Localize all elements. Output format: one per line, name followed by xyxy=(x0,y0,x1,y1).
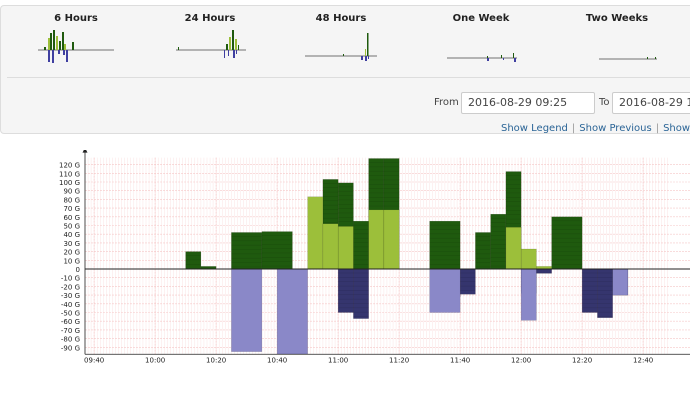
y-axis-arrow xyxy=(82,150,88,153)
preset-two-weeks[interactable]: Two Weeks xyxy=(557,12,677,63)
y-tick-label: 80 G xyxy=(63,196,80,204)
preset-6-hours[interactable]: 6 Hours xyxy=(16,12,136,63)
preset-48-hours-thumbnail xyxy=(305,33,377,61)
preset-48-hours[interactable]: 48 Hours xyxy=(281,12,401,63)
outbound-bar xyxy=(581,268,598,313)
graph-options-links: Show Legend|Show Previous|Show RRD xyxy=(501,123,690,134)
y-tick-label: -70 G xyxy=(61,327,80,335)
show-legend-link[interactable]: Show Legend xyxy=(501,123,568,134)
preset-one-week-label: One Week xyxy=(452,13,510,24)
to-date-input[interactable]: 2016-08-29 15 xyxy=(612,92,690,114)
link-separator: | xyxy=(571,123,576,134)
y-tick-label: 120 G xyxy=(59,162,80,170)
y-tick-label: 100 G xyxy=(59,179,80,187)
y-tick-label: -10 G xyxy=(61,275,80,283)
y-tick-label: -50 G xyxy=(61,310,80,318)
preset-24-hours-label: 24 Hours xyxy=(184,13,236,24)
x-tick-label: 12:40 xyxy=(633,356,653,364)
link-separator: | xyxy=(655,123,660,134)
outbound-avg-bar xyxy=(276,268,308,355)
y-tick-label: 20 G xyxy=(63,249,80,257)
y-tick-label: 30 G xyxy=(63,240,80,248)
preset-24-hours-thumbnail xyxy=(176,30,246,58)
preset-one-week-thumbnail xyxy=(447,53,517,62)
y-tick-label: -90 G xyxy=(61,344,80,352)
y-tick-label: -40 G xyxy=(61,301,80,309)
to-label: To xyxy=(599,97,610,108)
outbound-avg-bar xyxy=(429,268,461,313)
preset-6-hours-label: 6 Hours xyxy=(54,13,98,24)
from-date-input[interactable]: 2016-08-29 09:25 xyxy=(461,92,595,114)
preset-6-hours-thumbnail xyxy=(38,30,114,63)
inbound-avg-bar xyxy=(505,227,522,270)
outbound-avg-bar xyxy=(231,268,263,352)
inbound-avg-bar xyxy=(383,209,400,270)
preset-one-week[interactable]: One Week xyxy=(421,12,541,63)
y-tick-label: 10 G xyxy=(63,257,80,265)
x-tick-label: 12:00 xyxy=(511,356,531,364)
inbound-bar xyxy=(551,216,583,270)
preset-48-hours-label: 48 Hours xyxy=(315,13,367,24)
y-tick-label: 60 G xyxy=(63,214,80,222)
inbound-bar xyxy=(231,232,263,270)
y-tick-label: 70 G xyxy=(63,205,80,213)
x-tick-label: 11:00 xyxy=(328,356,348,364)
preset-two-weeks-thumbnail xyxy=(599,57,657,60)
inbound-avg-bar xyxy=(322,223,339,270)
outbound-avg-bar xyxy=(612,268,629,296)
x-tick-label: 12:20 xyxy=(572,356,592,364)
inbound-bar xyxy=(261,231,293,270)
y-tick-label: -20 G xyxy=(61,283,80,291)
y-tick-label: 110 G xyxy=(59,170,80,178)
outbound-bar xyxy=(353,268,369,319)
inbound-bar xyxy=(185,251,202,270)
x-tick-label: 10:00 xyxy=(145,356,165,364)
graph-controls-panel: 6 Hours 24 Hours xyxy=(0,5,690,134)
preset-two-weeks-label: Two Weeks xyxy=(585,13,649,24)
y-tick-label: -60 G xyxy=(61,318,80,326)
outbound-bar xyxy=(597,268,613,318)
y-tick-label: 40 G xyxy=(63,231,80,239)
y-tick-label: 0 xyxy=(76,266,80,274)
from-label: From xyxy=(434,97,459,108)
x-tick-label: 09:40 xyxy=(84,356,104,364)
panel-divider xyxy=(7,77,690,78)
y-tick-label: 50 G xyxy=(63,223,80,231)
x-tick-label: 11:40 xyxy=(450,356,470,364)
y-tick-label: -80 G xyxy=(61,336,80,344)
x-tick-label: 10:40 xyxy=(267,356,287,364)
outbound-bar xyxy=(536,268,552,274)
outbound-avg-bar xyxy=(520,268,537,321)
inbound-bar xyxy=(353,220,369,270)
inbound-avg-bar xyxy=(337,226,354,270)
inbound-avg-bar xyxy=(307,196,324,270)
inbound-bar xyxy=(429,220,461,270)
inbound-avg-bar xyxy=(368,209,385,270)
outbound-bar xyxy=(337,268,354,313)
y-tick-label: -30 G xyxy=(61,292,80,300)
x-tick-label: 10:20 xyxy=(206,356,226,364)
show-rrd-link[interactable]: Show RRD xyxy=(663,123,690,134)
inbound-bar xyxy=(475,232,491,270)
x-tick-label: 11:20 xyxy=(389,356,409,364)
show-previous-link[interactable]: Show Previous xyxy=(579,123,652,134)
preset-24-hours[interactable]: 24 Hours xyxy=(150,12,270,63)
inbound-avg-bar xyxy=(520,248,537,270)
y-tick-label: 90 G xyxy=(63,188,80,196)
